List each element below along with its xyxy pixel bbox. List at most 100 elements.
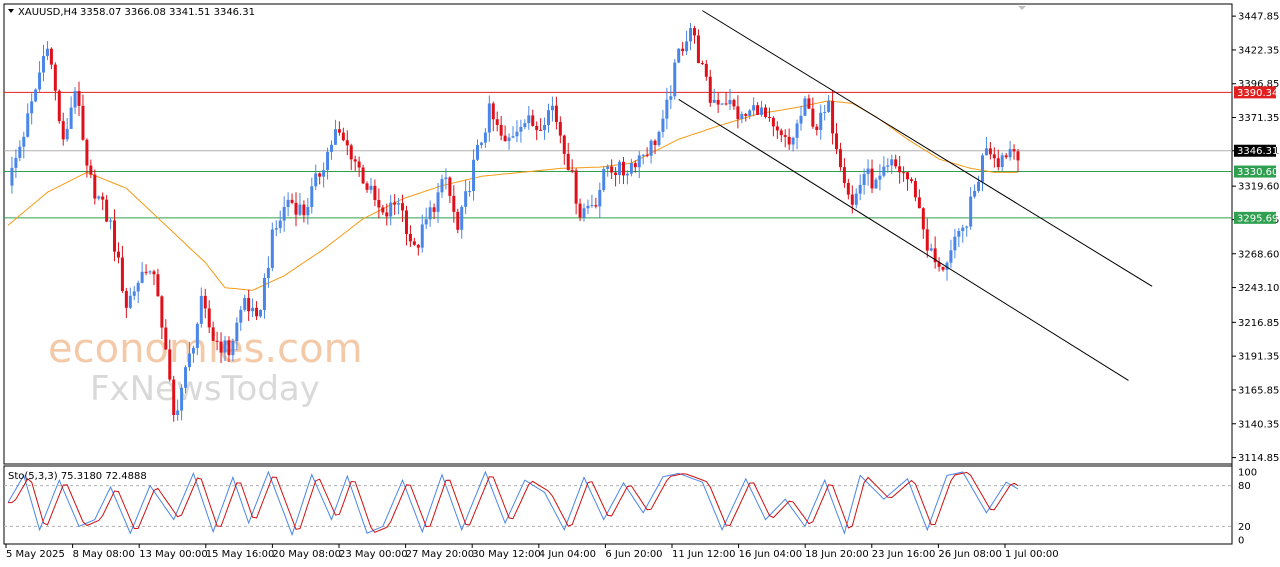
candle: [708, 69, 712, 107]
candle: [361, 164, 365, 185]
candle: [831, 90, 835, 145]
candle-body: [775, 126, 779, 131]
channel-line-upper[interactable]: [702, 10, 1153, 287]
candle: [992, 147, 996, 168]
price-tag-support-2: [1234, 211, 1276, 224]
candle-body: [452, 195, 456, 212]
candle-body: [444, 177, 448, 180]
candle: [917, 189, 921, 209]
candle: [53, 62, 57, 101]
candle: [760, 100, 764, 117]
candle-body: [574, 170, 578, 204]
trend-channel[interactable]: [678, 10, 1153, 381]
collapse-arrow-icon[interactable]: [8, 9, 14, 13]
candle-body: [120, 257, 124, 292]
candle-body: [941, 266, 945, 270]
candle-body: [874, 179, 878, 189]
candle-body: [957, 231, 961, 237]
candle: [685, 30, 689, 56]
price-tag-support-1: [1234, 165, 1276, 178]
candle-body: [586, 205, 590, 209]
candle: [878, 164, 882, 191]
candle-body: [602, 168, 606, 190]
candle: [302, 200, 306, 223]
candle-body: [393, 202, 397, 205]
candle-body: [965, 226, 969, 228]
candle: [621, 157, 625, 185]
scroll-marker-icon[interactable]: [1018, 6, 1026, 10]
candle-body: [215, 340, 219, 342]
candle: [937, 257, 941, 272]
candle: [984, 137, 988, 156]
candle-body: [314, 173, 318, 187]
candle: [838, 142, 842, 171]
candle-body: [929, 248, 933, 251]
candle: [294, 192, 298, 227]
candle: [582, 203, 586, 222]
candle: [736, 95, 740, 129]
candle-body: [243, 298, 247, 310]
price-tag-label: 3295.69: [1237, 213, 1278, 224]
candle: [223, 335, 227, 362]
stoch-main-line: [7, 470, 1019, 537]
candle: [152, 269, 156, 286]
price-tick-label: 3216.85: [1238, 318, 1279, 329]
time-tick-label: 20 May 08:00: [272, 549, 341, 560]
candle: [720, 103, 724, 106]
candle: [874, 177, 878, 189]
candle-body: [795, 123, 799, 138]
candle-body: [361, 167, 365, 184]
candle-body: [708, 76, 712, 103]
candle-body: [247, 298, 251, 312]
candle-body: [464, 191, 468, 207]
candle: [385, 203, 389, 226]
candle: [215, 331, 219, 351]
candle: [468, 180, 472, 197]
candle: [164, 319, 168, 350]
candle-body: [412, 241, 416, 245]
candle-body: [1008, 149, 1012, 158]
candle-body: [207, 308, 211, 328]
candle: [712, 88, 716, 103]
candle: [113, 209, 117, 262]
candle-body: [93, 174, 97, 199]
candle-body: [716, 99, 720, 105]
candle-body: [906, 172, 910, 180]
candle-body: [69, 107, 73, 129]
candle-body: [191, 347, 195, 354]
candle: [1016, 148, 1020, 172]
candle-body: [472, 159, 476, 192]
candle-body: [736, 106, 740, 120]
candle-body: [606, 166, 610, 169]
candle: [756, 102, 760, 116]
candle: [870, 159, 874, 194]
candle-body: [101, 196, 105, 200]
candle: [18, 140, 22, 161]
candle-body: [669, 96, 673, 100]
candle: [432, 203, 436, 220]
candle-body: [499, 124, 503, 136]
candle: [503, 125, 507, 142]
candle-body: [554, 105, 558, 122]
candle-body: [953, 236, 957, 251]
candle: [823, 104, 827, 121]
candle-body: [645, 154, 649, 156]
candle: [408, 225, 412, 248]
candle-body: [203, 295, 207, 309]
candle: [184, 365, 188, 394]
candle: [1008, 140, 1012, 161]
price-tick-label: 3422.35: [1238, 45, 1279, 56]
candle-body: [637, 155, 641, 168]
channel-line-lower[interactable]: [678, 99, 1129, 381]
time-tick-label: 11 Jun 12:00: [672, 549, 736, 560]
candle-body: [712, 99, 716, 103]
candle: [578, 198, 582, 222]
candle: [771, 116, 775, 137]
candle-body: [539, 129, 543, 131]
time-tick-label: 13 May 00:00: [139, 549, 208, 560]
candle: [641, 153, 645, 165]
candle: [475, 139, 479, 162]
candle: [811, 97, 815, 129]
candle: [913, 177, 917, 202]
